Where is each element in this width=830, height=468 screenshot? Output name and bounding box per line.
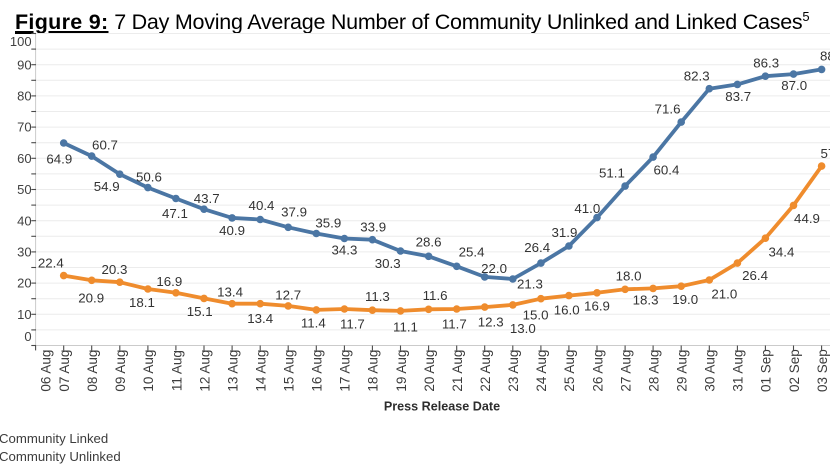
svg-text:11.1: 11.1	[393, 319, 418, 334]
svg-text:17 Aug: 17 Aug	[338, 350, 353, 392]
svg-text:43.7: 43.7	[194, 191, 220, 206]
svg-text:51.1: 51.1	[599, 165, 625, 180]
svg-text:34.3: 34.3	[331, 242, 357, 257]
svg-text:54.9: 54.9	[94, 179, 120, 194]
svg-text:12 Aug: 12 Aug	[197, 350, 212, 392]
svg-text:06 Aug: 06 Aug	[39, 350, 54, 392]
svg-text:26 Aug: 26 Aug	[590, 350, 605, 392]
svg-text:11 Aug: 11 Aug	[169, 350, 184, 391]
svg-text:71.6: 71.6	[655, 102, 681, 117]
svg-text:11.6: 11.6	[423, 288, 448, 303]
svg-text:19.0: 19.0	[672, 292, 698, 307]
svg-text:33.9: 33.9	[360, 220, 386, 235]
svg-text:11.7: 11.7	[340, 317, 365, 332]
svg-text:01 Sep: 01 Sep	[759, 349, 774, 392]
svg-text:34.4: 34.4	[768, 245, 794, 260]
svg-text:Press Release Date: Press Release Date	[384, 400, 500, 414]
svg-text:22.0: 22.0	[481, 261, 507, 276]
svg-text:0: 0	[24, 329, 31, 344]
svg-text:07 Aug: 07 Aug	[57, 350, 72, 392]
svg-text:40: 40	[17, 213, 31, 228]
svg-text:16.0: 16.0	[554, 303, 580, 318]
svg-text:87.0: 87.0	[781, 78, 807, 93]
svg-text:08 Aug: 08 Aug	[85, 350, 100, 392]
svg-text:15.1: 15.1	[187, 304, 213, 319]
svg-text:12.3: 12.3	[478, 315, 504, 330]
svg-text:11.4: 11.4	[301, 316, 326, 331]
svg-text:100: 100	[10, 34, 32, 49]
svg-text:80: 80	[17, 89, 31, 104]
svg-text:26.4: 26.4	[524, 240, 550, 255]
svg-text:20: 20	[17, 276, 31, 291]
svg-text:88.5: 88.5	[820, 49, 830, 64]
svg-text:40.4: 40.4	[249, 198, 275, 213]
svg-text:13.4: 13.4	[217, 285, 243, 300]
svg-text:60: 60	[17, 151, 31, 166]
svg-text:37.9: 37.9	[281, 204, 307, 219]
svg-text:35.9: 35.9	[315, 215, 341, 230]
svg-text:83.7: 83.7	[725, 89, 751, 104]
svg-text:22.4: 22.4	[38, 256, 64, 271]
svg-text:09 Aug: 09 Aug	[113, 350, 128, 392]
svg-text:12.7: 12.7	[275, 288, 301, 303]
svg-text:20.9: 20.9	[78, 290, 104, 305]
svg-text:30 Aug: 30 Aug	[703, 350, 718, 392]
svg-text:16.9: 16.9	[156, 274, 182, 289]
svg-text:30: 30	[17, 245, 31, 260]
svg-text:28 Aug: 28 Aug	[646, 350, 661, 392]
svg-text:60.7: 60.7	[92, 138, 118, 153]
svg-text:22 Aug: 22 Aug	[478, 350, 493, 392]
svg-text:18.3: 18.3	[633, 293, 659, 308]
svg-text:64.9: 64.9	[46, 152, 72, 167]
svg-text:82.3: 82.3	[684, 68, 710, 83]
svg-text:10: 10	[17, 307, 31, 322]
svg-text:27 Aug: 27 Aug	[618, 350, 633, 392]
svg-text:90: 90	[17, 57, 31, 72]
svg-text:13.0: 13.0	[510, 321, 536, 336]
svg-text:21.0: 21.0	[711, 286, 737, 301]
svg-text:28.6: 28.6	[416, 234, 442, 249]
svg-text:21 Aug: 21 Aug	[450, 350, 465, 392]
svg-text:50.6: 50.6	[136, 169, 162, 184]
svg-text:13 Aug: 13 Aug	[225, 350, 240, 392]
svg-text:14 Aug: 14 Aug	[254, 350, 269, 392]
svg-text:23 Aug: 23 Aug	[506, 350, 521, 392]
svg-text:03 Sep: 03 Sep	[815, 349, 830, 392]
svg-text:26.4: 26.4	[742, 268, 768, 283]
svg-text:18.1: 18.1	[129, 295, 155, 310]
svg-text:10 Aug: 10 Aug	[141, 350, 156, 392]
svg-text:50: 50	[17, 182, 31, 197]
svg-text:15.0: 15.0	[523, 308, 549, 323]
svg-text:29 Aug: 29 Aug	[675, 350, 690, 392]
svg-text:70: 70	[17, 120, 31, 135]
svg-text:86.3: 86.3	[753, 56, 779, 71]
svg-text:40.9: 40.9	[219, 223, 245, 238]
svg-text:24 Aug: 24 Aug	[534, 350, 549, 392]
svg-text:20.3: 20.3	[101, 262, 127, 277]
svg-text:25 Aug: 25 Aug	[562, 350, 577, 392]
svg-text:57.5: 57.5	[821, 146, 830, 161]
svg-text:20 Aug: 20 Aug	[422, 350, 437, 392]
svg-text:13.4: 13.4	[247, 311, 273, 326]
svg-text:60.4: 60.4	[653, 163, 679, 178]
svg-text:47.1: 47.1	[162, 206, 188, 221]
svg-text:21.3: 21.3	[517, 276, 543, 291]
svg-text:02 Sep: 02 Sep	[787, 349, 802, 392]
svg-text:25.4: 25.4	[459, 245, 485, 260]
svg-text:15 Aug: 15 Aug	[282, 350, 297, 392]
svg-text:18 Aug: 18 Aug	[366, 350, 381, 392]
svg-text:11.3: 11.3	[365, 289, 390, 304]
svg-text:41.0: 41.0	[574, 201, 600, 216]
svg-text:31 Aug: 31 Aug	[731, 350, 746, 392]
svg-text:44.9: 44.9	[794, 211, 820, 226]
svg-text:16 Aug: 16 Aug	[310, 350, 325, 392]
svg-text:11.7: 11.7	[442, 317, 467, 332]
svg-text:19 Aug: 19 Aug	[394, 350, 409, 392]
svg-text:31.9: 31.9	[551, 225, 577, 240]
svg-text:18.0: 18.0	[616, 269, 642, 284]
svg-text:16.9: 16.9	[584, 299, 610, 314]
svg-text:30.3: 30.3	[375, 256, 401, 271]
